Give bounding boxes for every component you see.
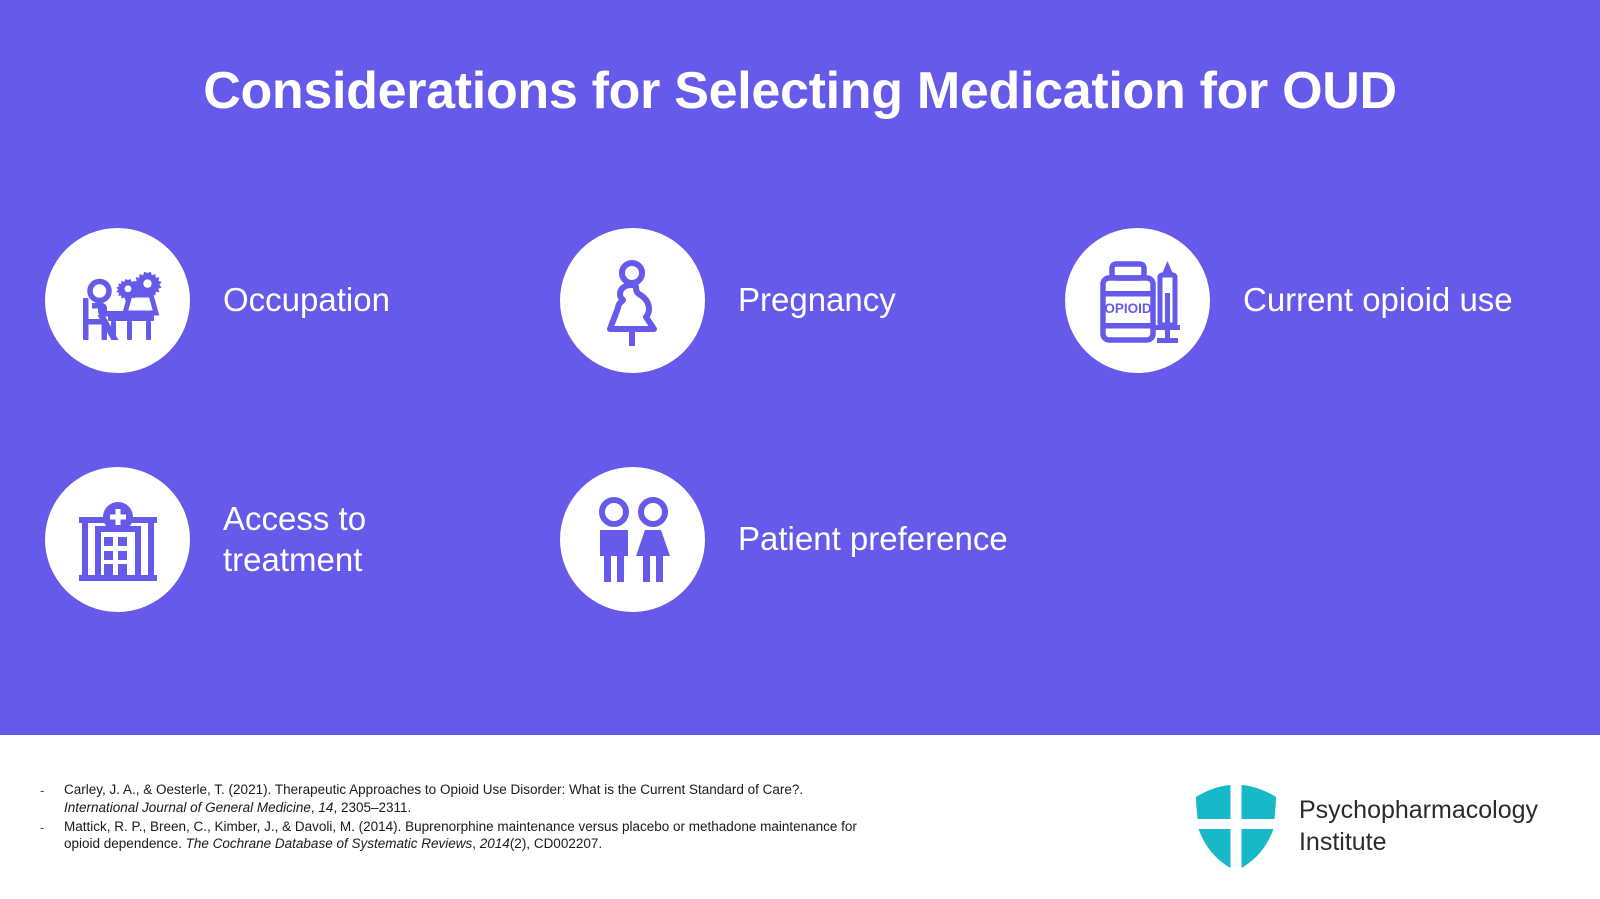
reference-item: - Mattick, R. P., Breen, C., Kimber, J.,… [40, 818, 870, 854]
consideration-item-current-opioid-use[interactable]: OPIOID [1065, 228, 1565, 373]
brand-name: Psychopharmacology Institute [1298, 796, 1538, 856]
brand-logo: Psychopharmacology Institute [1193, 781, 1538, 871]
worker-at-desk-icon [70, 253, 166, 349]
bullet-dash: - [40, 783, 45, 798]
consideration-item-patient-preference[interactable]: Patient preference [560, 467, 1065, 612]
pregnant-woman-icon [585, 253, 681, 349]
icon-bubble: OPIOID [1065, 228, 1210, 373]
reference-text: Carley, J. A., & Oesterle, T. (2021). Th… [64, 781, 870, 817]
consideration-label: Pregnancy [738, 281, 896, 319]
consideration-label: Patient preference [738, 520, 1008, 558]
consideration-label: Current opioid use [1243, 281, 1513, 319]
icon-bubble [560, 228, 705, 373]
opioid-bottle-label: OPIOID [1104, 301, 1152, 316]
hospital-building-icon [71, 493, 165, 587]
shield-icon [1193, 781, 1279, 871]
icon-bubble [45, 467, 190, 612]
reference-part: , [310, 799, 319, 815]
opioid-bottle-syringe-icon: OPIOID [1090, 253, 1186, 349]
reference-part: , [472, 836, 480, 852]
consideration-label: Occupation [223, 281, 390, 319]
reference-part-italic: 2014 [479, 836, 510, 852]
reference-part: (2), CD002207. [509, 836, 603, 852]
slide-body: Considerations for Selecting Medication … [0, 0, 1600, 735]
reference-part: , 2305–2311. [333, 799, 412, 815]
consideration-item-empty [1065, 467, 1565, 612]
reference-item: - Carley, J. A., & Oesterle, T. (2021). … [40, 781, 870, 817]
considerations-row-2: Access to treatment [45, 467, 1565, 612]
page-title: Considerations for Selecting Medication … [203, 62, 1397, 120]
reference-text: Mattick, R. P., Breen, C., Kimber, J., &… [64, 818, 870, 854]
consideration-item-occupation[interactable]: Occupation [45, 228, 560, 373]
icon-bubble [45, 228, 190, 373]
reference-part-italic: 14 [318, 799, 334, 815]
reference-part-italic: International Journal of General Medicin… [64, 799, 311, 815]
considerations-grid: Occupation [45, 228, 1565, 612]
reference-part-italic: The Cochrane Database of Systematic Revi… [185, 836, 473, 852]
bullet-dash: - [40, 819, 45, 835]
two-people-icon [587, 494, 679, 586]
consideration-label: Access to treatment [223, 500, 367, 578]
slide-footer: - Carley, J. A., & Oesterle, T. (2021). … [0, 735, 1600, 899]
consideration-item-pregnancy[interactable]: Pregnancy [560, 228, 1065, 373]
references-list: - Carley, J. A., & Oesterle, T. (2021). … [40, 781, 870, 854]
reference-part: Mattick, R. P., Breen, C., Kimber, J., &… [64, 818, 857, 852]
reference-part: Carley, J. A., & Oesterle, T. (2021). Th… [64, 782, 804, 797]
icon-bubble [560, 467, 705, 612]
consideration-item-access-to-treatment[interactable]: Access to treatment [45, 467, 560, 612]
considerations-row-1: Occupation [45, 228, 1565, 373]
